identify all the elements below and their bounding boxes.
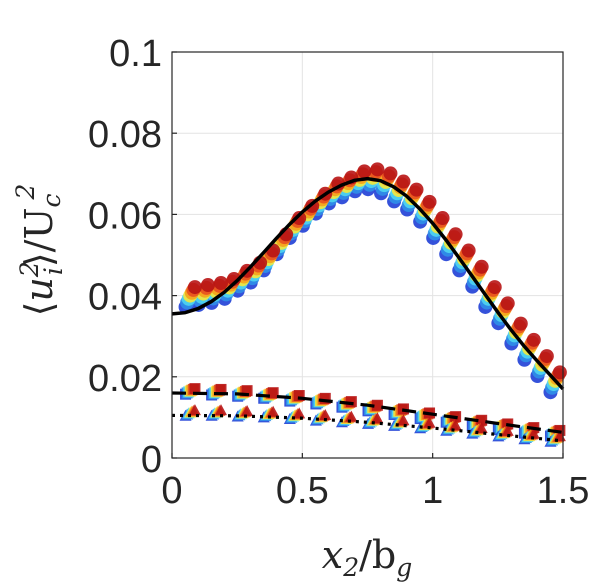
data-point-triangle [397,414,410,426]
data-point-triangle [319,409,332,421]
data-point-triangle [501,424,514,436]
data-point-circle [552,365,567,380]
data-point-square [371,399,383,411]
fit-line-solid [171,176,565,391]
x-axis-label: x2/bg [322,533,413,582]
y-tick-label: 0 [141,439,162,481]
data-point-triangle [267,405,280,417]
data-point-triangle [188,404,201,416]
data-point-square [476,414,488,426]
data-point-triangle [449,419,462,431]
data-point-triangle [475,422,488,434]
data-point-circle [422,194,437,209]
scatter-markers [178,162,567,447]
data-point-circle [396,174,411,189]
y-tick-label: 0.1 [109,33,162,75]
x-tick-label: 1 [422,470,443,512]
y-tick-label: 0.08 [88,114,162,156]
svg-text:⟨u2i⟩/Uc2: ⟨u2i⟩/Uc2 [11,184,68,317]
data-point-circle [357,164,372,179]
tick-labels: 0 0.5 1 1.5 0 0.02 0.04 0.06 0.08 0.1 [88,33,589,512]
data-point-square [345,396,357,408]
fit-line-dashed [171,391,564,434]
data-point-square [189,383,201,395]
y-tick-label: 0.02 [88,358,162,400]
data-point-circle [187,280,202,295]
data-point-triangle [423,416,436,428]
data-point-circle [435,211,450,226]
data-point-circle [539,349,554,364]
data-point-square [241,385,253,397]
y-tick-label: 0.04 [88,277,162,319]
data-point-circle [448,227,463,242]
data-point-square [293,390,305,402]
x-tick-label: 0 [161,470,182,512]
data-point-circle [461,243,476,258]
data-point-triangle [345,410,358,422]
data-point-circle [214,276,229,291]
data-point-triangle [293,407,306,419]
grid [171,51,564,459]
x-tick-label: 1.5 [537,470,590,512]
data-point-triangle [215,404,228,416]
data-point-circle [200,278,215,293]
data-point-circle [526,332,541,347]
data-point-circle [513,316,528,331]
data-point-triangle [241,404,254,416]
fit-lines [171,176,565,443]
plot-frame [171,51,564,459]
y-tick-label: 0.06 [88,195,162,237]
data-point-circle [370,162,385,177]
data-point-square [215,383,227,395]
data-point-circle [500,296,515,311]
data-point-circle [487,280,502,295]
data-point-triangle [527,427,540,439]
fit-line-dotted [171,413,564,443]
data-point-circle [409,182,424,197]
y-axis-label: ⟨u2i⟩/Uc2 [11,184,68,317]
data-point-square [319,392,331,404]
data-point-circle [474,259,489,274]
data-point-triangle [371,412,384,424]
data-point-circle [292,211,307,226]
data-point-square [267,387,279,399]
x-tick-label: 0.5 [276,470,329,512]
data-point-circle [383,166,398,181]
